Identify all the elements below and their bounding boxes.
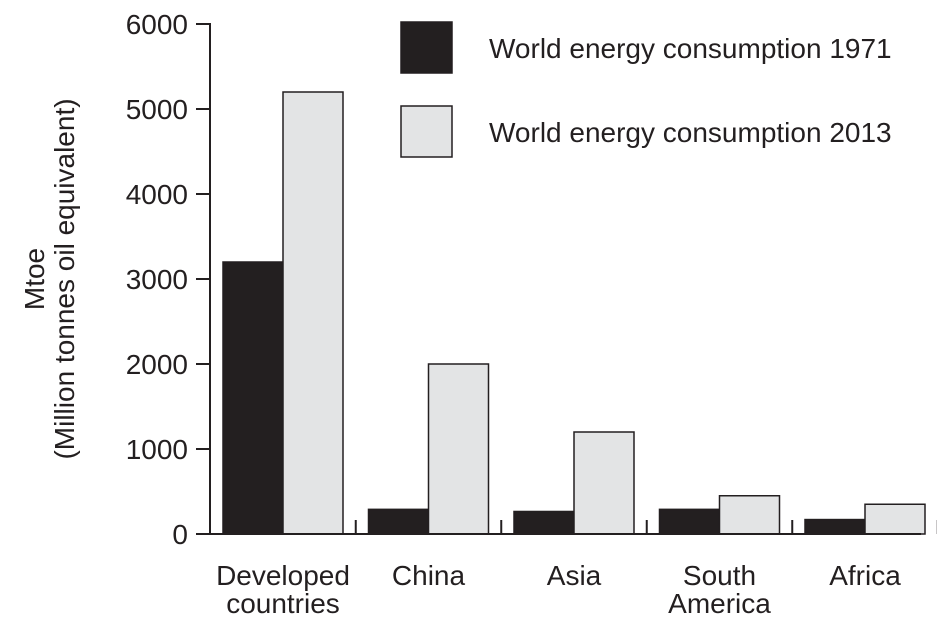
bar-s2-4 <box>864 503 926 535</box>
y-tick-label-0: 0 <box>172 519 188 550</box>
bar-s2-3 <box>718 495 781 535</box>
category-label-0-0: Developed <box>216 560 350 591</box>
category-label-4-0: Africa <box>829 560 901 591</box>
legend-swatch-2 <box>400 105 453 158</box>
y-tick-label-1000: 1000 <box>126 434 188 465</box>
bars <box>222 91 926 535</box>
y-tick-label-5000: 5000 <box>126 94 188 125</box>
y-tick-label-2000: 2000 <box>126 349 188 380</box>
bar-s2-2 <box>573 431 635 535</box>
legend-label-2: World energy consumption 2013 <box>489 117 892 148</box>
x-axis-ticks <box>354 520 937 534</box>
category-label-3-1: America <box>668 588 771 619</box>
y-axis-ticks: 0 1000 2000 3000 4000 5000 6000 <box>126 9 210 550</box>
legend-label-1: World energy consumption 1971 <box>489 33 892 64</box>
category-label-2-0: Asia <box>547 560 602 591</box>
y-axis-title-line-1: Mtoe <box>19 248 50 310</box>
axes <box>209 23 921 535</box>
legend: World energy consumption 1971 World energ… <box>400 21 892 158</box>
y-axis-title: Mtoe (Million tonnes oil equivalent) <box>19 98 80 459</box>
bar-s2-0 <box>282 91 344 535</box>
y-tick-label-6000: 6000 <box>126 9 188 40</box>
category-label-1-0: China <box>392 560 466 591</box>
category-label-0-1: countries <box>226 588 340 619</box>
bar-s1-2 <box>513 510 575 535</box>
category-label-3-0: South <box>683 560 756 591</box>
bar-s1-1 <box>367 508 430 535</box>
bar-s1-3 <box>658 508 721 535</box>
y-axis-title-line-2: (Million tonnes oil equivalent) <box>49 98 80 459</box>
bar-s2-1 <box>427 363 490 535</box>
legend-swatch-1 <box>400 21 453 74</box>
y-tick-label-4000: 4000 <box>126 179 188 210</box>
bar-s1-4 <box>804 518 866 535</box>
bar-s1-0 <box>222 261 284 535</box>
y-tick-label-3000: 3000 <box>126 264 188 295</box>
